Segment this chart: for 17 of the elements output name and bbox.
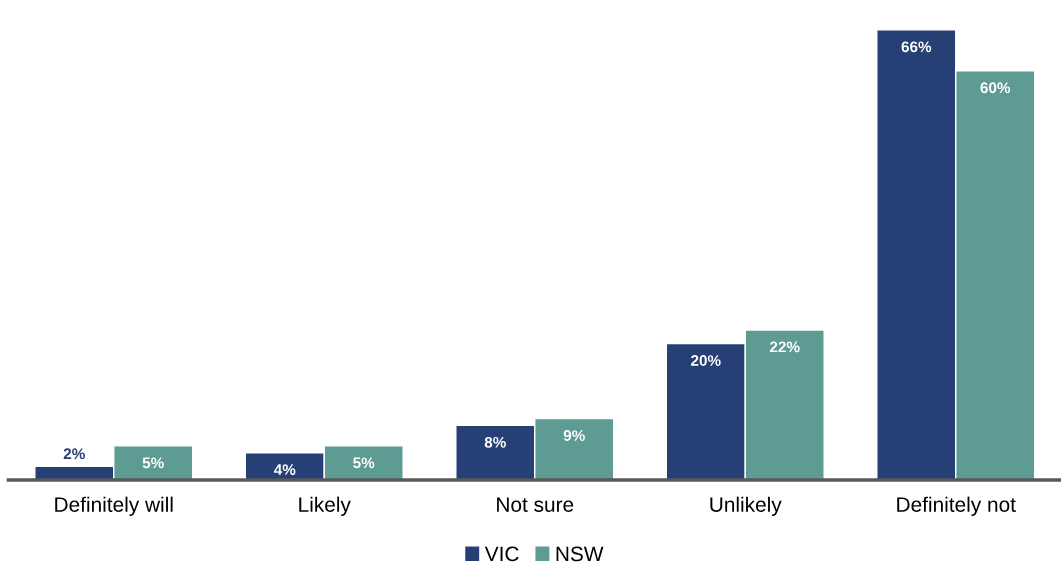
x-tick-label: Unlikely: [710, 496, 782, 517]
data-label: 8%: [484, 436, 506, 448]
data-label: 5%: [353, 457, 375, 469]
x-tick-label: Not sure: [497, 497, 574, 512]
data-label: 2%: [63, 448, 85, 460]
data-label: 60%: [980, 82, 1011, 94]
legend-label: NSW: [556, 546, 604, 562]
legend-label: VIC: [484, 546, 519, 562]
x-tick-label: Likely: [299, 496, 351, 517]
x-tick-label: Definitely not: [897, 496, 1016, 517]
data-label: 20%: [691, 355, 721, 366]
data-label: 5%: [142, 457, 164, 469]
data-label: 22%: [769, 341, 800, 353]
data-label: 9%: [563, 430, 585, 441]
data-label: 66%: [901, 41, 932, 53]
data-label: 4%: [273, 464, 296, 475]
x-tick-label: Definitely will: [55, 496, 173, 517]
